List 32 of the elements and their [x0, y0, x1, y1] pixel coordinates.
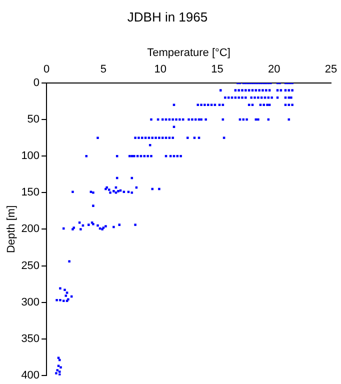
y-tick-label: 50 — [27, 114, 40, 126]
point — [62, 227, 65, 230]
y-tick-label: 250 — [21, 260, 40, 272]
point — [227, 96, 230, 99]
point — [267, 96, 270, 99]
x-tick-label: 5 — [100, 63, 107, 76]
x-tick-label: 20 — [268, 63, 280, 76]
y-tick-label: 100 — [21, 150, 40, 162]
x-tick-label: 10 — [154, 63, 166, 76]
x-tick-label: 0 — [43, 63, 50, 76]
point — [78, 221, 81, 224]
y-tick-label: 150 — [21, 186, 40, 199]
y-tick-label: 400 — [21, 369, 40, 382]
y-tick-label: 200 — [21, 223, 40, 236]
x-tick-label: 25 — [324, 63, 338, 76]
point — [196, 104, 200, 106]
y-tick-label: 300 — [21, 296, 40, 308]
y-axis-title: Depth [m] — [6, 205, 18, 254]
x-tick-label: 15 — [211, 63, 224, 76]
point — [234, 96, 237, 99]
point — [276, 96, 279, 99]
chart-title: JDBH in 1965 — [127, 9, 208, 24]
y-tick-label: 0 — [33, 77, 40, 90]
point — [284, 96, 287, 99]
y-tick-label: 350 — [21, 332, 40, 345]
point — [264, 96, 266, 99]
point — [288, 96, 290, 99]
x-axis-title: Temperature [°C] — [147, 47, 230, 60]
point — [85, 154, 88, 158]
point — [260, 96, 263, 99]
point — [230, 96, 234, 99]
point — [206, 104, 210, 106]
